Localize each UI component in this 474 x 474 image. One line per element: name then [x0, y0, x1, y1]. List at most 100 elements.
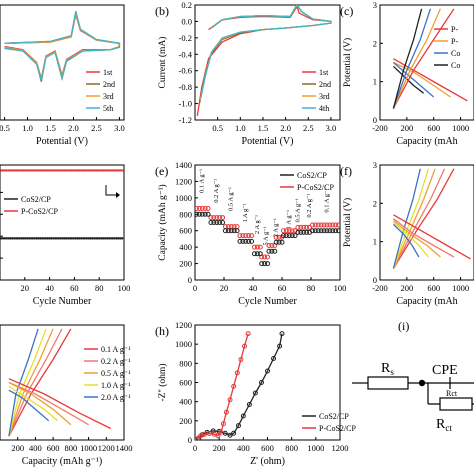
x-tick-label: 100: [118, 283, 131, 293]
data-point: [1, 169, 5, 172]
data-point: [81, 237, 85, 240]
data-point: [96, 237, 100, 240]
x-tick-label: 2.0: [68, 123, 79, 133]
plot-area-d: [0, 169, 124, 240]
series-line: [392, 8, 432, 109]
data-point: [321, 222, 327, 228]
x-tick-label: 60: [278, 283, 287, 293]
rs-label: Rs: [381, 361, 394, 377]
data-point: [61, 169, 64, 172]
data-point: [295, 229, 301, 235]
cpe-label: CPE: [432, 363, 458, 378]
data-point: [100, 169, 103, 172]
data-point: [249, 238, 255, 244]
rct-small-label: Rct: [446, 389, 458, 398]
panel-d: 20406080100100806040200Cycle NumberCoulo…: [0, 164, 131, 307]
data-point: [266, 248, 272, 254]
data-point: [33, 237, 36, 240]
plot-area-a: [4, 11, 121, 82]
y-tick-label: 1200: [175, 320, 192, 330]
legend-label: 1.0 A g⁻¹: [101, 381, 131, 390]
data-point: [102, 169, 105, 172]
data-point: [202, 431, 208, 437]
data-point: [289, 228, 295, 234]
y-tick-label: 0: [373, 275, 377, 285]
panel-f-label: (f): [340, 164, 352, 178]
data-point: [87, 237, 90, 240]
x-tick-label: 600: [427, 283, 440, 293]
data-point: [94, 237, 98, 240]
y-tick-label: 2: [373, 38, 377, 48]
series-line: [8, 381, 72, 426]
data-point: [85, 169, 89, 172]
x-tick-label: 0.5: [0, 123, 10, 133]
y-tick-label: -1.2: [179, 115, 192, 125]
data-point: [14, 237, 18, 240]
data-point: [195, 436, 200, 440]
legend-a: 1st 2nd 3rd 5th: [86, 68, 115, 113]
data-point: [7, 237, 10, 240]
data-point: [67, 237, 70, 240]
panel-h-label: (h): [155, 324, 169, 338]
legend-label: 2nd: [103, 80, 115, 89]
series-line: [392, 168, 446, 269]
y-tick-label: 0: [188, 435, 192, 445]
data-point: [265, 254, 270, 260]
x-tick-label: 80: [307, 283, 316, 293]
data-point: [208, 215, 214, 221]
rate-annotation: 2 A g⁻¹: [273, 218, 280, 237]
data-point: [113, 237, 116, 240]
data-point: [243, 233, 249, 239]
data-point: [0, 169, 3, 172]
rct-resistor: [439, 397, 473, 411]
data-point: [246, 402, 252, 408]
data-point: [26, 169, 29, 172]
data-point: [48, 169, 51, 172]
x-tick-label: 600: [47, 443, 60, 453]
y-tick-label: 0: [373, 115, 377, 125]
data-point: [333, 222, 339, 228]
series-line: [392, 62, 435, 98]
data-point: [273, 239, 279, 245]
data-point: [9, 169, 12, 172]
data-point: [312, 222, 318, 228]
y-axis-label: Potential (V): [342, 38, 353, 87]
data-point: [57, 237, 61, 240]
data-point: [65, 169, 68, 172]
data-point: [336, 222, 340, 228]
data-point: [195, 206, 199, 212]
data-point: [215, 433, 221, 439]
rate-annotation: 0.2 A g⁻¹: [213, 179, 220, 203]
data-point: [199, 211, 205, 217]
data-point: [85, 237, 89, 240]
data-point: [205, 206, 211, 212]
data-point: [29, 237, 33, 240]
data-point: [333, 228, 339, 234]
series-line: [393, 214, 471, 260]
circuit-node: [418, 379, 426, 387]
data-point: [280, 228, 286, 234]
series-line: [393, 61, 451, 98]
y-tick-label: 3: [373, 0, 377, 10]
data-point: [304, 229, 310, 235]
data-point: [83, 169, 87, 172]
data-point: [217, 220, 223, 225]
legend-label: CoS2/CP: [21, 195, 51, 204]
data-point: [94, 169, 98, 172]
data-point: [22, 169, 25, 172]
data-point: [31, 237, 35, 240]
panel-e-frame: [194, 164, 341, 281]
y-tick-label: 200: [179, 416, 192, 426]
data-point: [74, 169, 77, 172]
data-point: [26, 237, 29, 240]
panel-f-frame: [379, 164, 474, 281]
plot-area-e: [195, 206, 340, 267]
x-tick-label: 20: [220, 283, 229, 293]
x-tick-label: 0: [193, 283, 197, 293]
data-point: [286, 233, 292, 239]
data-point: [240, 238, 246, 244]
data-point: [78, 237, 81, 240]
data-point: [78, 169, 81, 172]
y-tick-label: -0.2: [179, 33, 192, 43]
